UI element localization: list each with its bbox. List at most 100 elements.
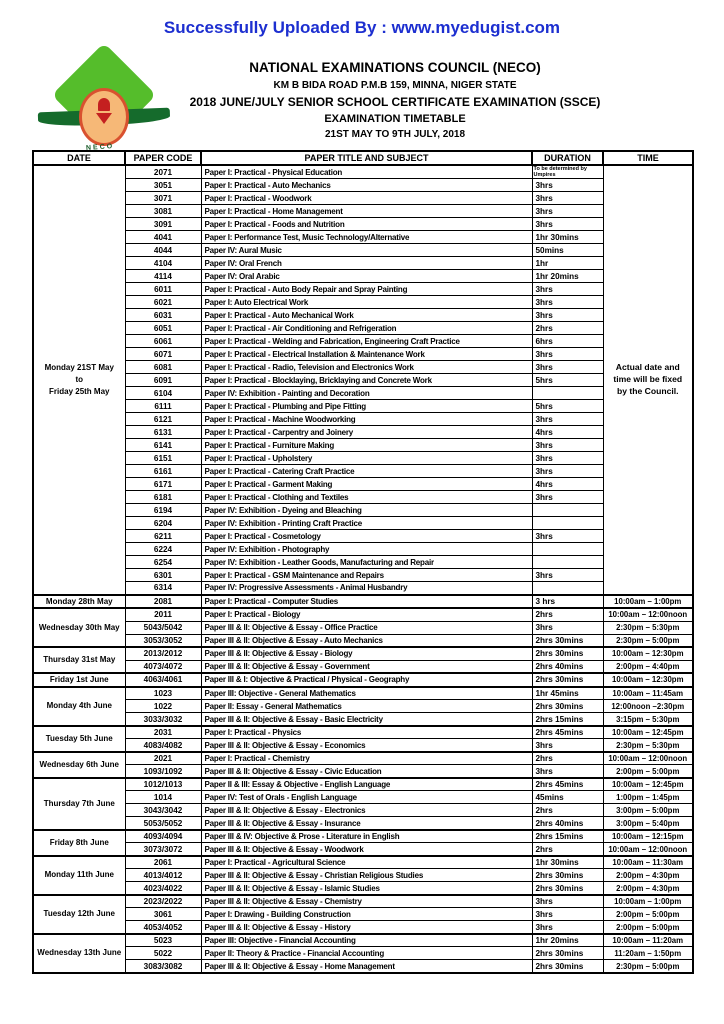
table-row: 3043/3042 Paper III & II: Objective & Ess… <box>33 803 694 818</box>
date-cell: Monday 4th June <box>32 685 126 727</box>
table-row: 3033/3032 Paper III & II: Objective & Ess… <box>33 712 694 727</box>
paper-title-cell: Paper I: Practical - Agricultural Scienc… <box>200 854 533 870</box>
date-cell: Friday 1st June <box>32 672 126 688</box>
paper-code-cell: 6301 <box>124 568 202 583</box>
paper-title-cell: Paper III & IV: Objective & Prose - Lite… <box>200 828 533 844</box>
duration-cell: 2hrs 45mins <box>531 724 604 740</box>
time-note-cell: Actual date and time will be fixed by th… <box>602 164 694 596</box>
paper-title-cell: Paper III: Objective - General Mathemati… <box>200 685 533 701</box>
paper-code-cell: 2023/2022 <box>124 893 202 909</box>
paper-title-cell: Paper I: Practical - Blocklaying, Brickl… <box>200 373 533 388</box>
duration-cell <box>531 555 604 570</box>
date-cell: Monday 11th June <box>32 854 126 896</box>
paper-code-cell: 1022 <box>124 699 202 714</box>
table-row: 6224 Paper IV: Exhibition - Photography <box>33 542 693 557</box>
paper-code-cell: 4073/4072 <box>124 659 202 674</box>
logo-eagle-icon <box>96 113 112 124</box>
paper-code-cell: 6121 <box>124 412 202 427</box>
timetable-title: EXAMINATION TIMETABLE <box>324 113 466 125</box>
paper-title-cell: Paper III & II: Objective & Essay - Auto… <box>200 633 533 648</box>
paper-title-cell: Paper I: Practical - Cosmetology <box>200 529 533 544</box>
paper-title-cell: Paper I: Practical - Machine Woodworking <box>200 412 533 427</box>
table-row: 6194 Paper IV: Exhibition - Dyeing and Bl… <box>33 503 693 518</box>
paper-title-cell: Paper I: Auto Electrical Work <box>200 295 533 310</box>
paper-code-cell: 6111 <box>124 399 202 414</box>
paper-code-cell: 6011 <box>124 282 202 297</box>
paper-title-cell: Paper III & II: Objective & Essay - Econ… <box>200 738 533 753</box>
paper-title-cell: Paper I: Practical - Physical Education <box>200 164 533 180</box>
duration-cell: 2hrs 30mins <box>531 946 604 961</box>
paper-title-cell: Paper IV: Exhibition - Printing Craft Pr… <box>200 516 533 531</box>
table-row: 1014 Paper IV: Test of Orals - English La… <box>33 790 694 805</box>
table-row: 4023/4022 Paper III & II: Objective & Ess… <box>33 881 694 896</box>
table-row: 4083/4082 Paper III & II: Objective & Ess… <box>33 738 694 753</box>
duration-cell: 3hrs <box>531 204 604 219</box>
timetable: DATE PAPER CODE PAPER TITLE AND SUBJECT DUR… <box>32 150 694 974</box>
paper-code-cell: 6021 <box>124 295 202 310</box>
paper-title-cell: Paper III & I: Objective & Practical / P… <box>200 672 533 688</box>
table-row: 4104 Paper IV: Oral French 1hr <box>33 256 693 271</box>
upload-credit-text: Successfully Uploaded By : www.myedugist… <box>163 18 561 37</box>
paper-code-cell: 1012/1013 <box>124 776 202 792</box>
exam-period: 21ST MAY TO 9TH JULY, 2018 <box>324 129 466 140</box>
table-row: Monday 11th June 2061 Paper I: Practical -… <box>32 854 694 896</box>
paper-code-cell: 6104 <box>124 386 202 401</box>
table-row: 1093/1092 Paper III & II: Objective & Ess… <box>33 764 694 779</box>
time-cell: 1:00pm – 1:45pm <box>602 790 694 805</box>
table-row: 3053/3052 Paper III & II: Objective & Ess… <box>33 633 694 648</box>
duration-cell: 3hrs <box>531 764 604 779</box>
table-row: 6091 Paper I: Practical - Blocklaying, Br… <box>33 373 693 388</box>
duration-cell: 5hrs <box>531 373 604 388</box>
paper-code-cell: 3083/3082 <box>124 959 202 974</box>
table-row: 3081 Paper I: Practical - Home Management… <box>33 204 693 219</box>
duration-cell: 2hrs 30mins <box>531 633 604 648</box>
table-row: 3083/3082 Paper III & II: Objective & Ess… <box>33 959 694 974</box>
paper-code-cell: 2011 <box>124 607 202 622</box>
paper-code-cell: 6071 <box>124 347 202 362</box>
header-row: DATE PAPER CODE PAPER TITLE AND SUBJECT DUR… <box>32 150 694 166</box>
date-cell: Monday 21ST May to Friday 25th May <box>32 164 126 596</box>
paper-title-cell: Paper I: Practical - Catering Craft Prac… <box>200 464 533 479</box>
paper-title-cell: Paper III & II: Objective & Essay - Biol… <box>200 646 533 661</box>
paper-code-cell: 6254 <box>124 555 202 570</box>
paper-code-cell: 6031 <box>124 308 202 323</box>
paper-code-cell: 6194 <box>124 503 202 518</box>
table-row: 6254 Paper IV: Exhibition - Leather Goods… <box>33 555 693 570</box>
table-row: Friday 8th June 4093/4094 Paper III & IV: … <box>32 828 694 857</box>
date-cell: Wednesday 30th May <box>32 607 126 648</box>
paper-title-cell: Paper I: Practical - Radio, Television a… <box>200 360 533 375</box>
paper-title-cell: Paper I: Practical - Biology <box>200 607 533 622</box>
paper-title-cell: Paper I: Practical - Computer Studies <box>200 593 533 609</box>
duration-cell: 3hrs <box>531 412 604 427</box>
paper-title-cell: Paper IV: Exhibition - Dyeing and Bleach… <box>200 503 533 518</box>
duration-cell: 3hrs <box>531 920 604 935</box>
time-cell: 2:30pm – 5:00pm <box>602 633 694 648</box>
table-row: Wednesday 13th June 5023 Paper III: Object… <box>32 932 694 974</box>
duration-cell: 4hrs <box>531 477 604 492</box>
table-row: 6204 Paper IV: Exhibition - Printing Craf… <box>33 516 693 531</box>
paper-title-cell: Paper IV: Progressive Assessments - Anim… <box>200 581 533 596</box>
table-row: 6131 Paper I: Practical - Carpentry and J… <box>33 425 693 440</box>
paper-title-cell: Paper I: Practical - Auto Mechanical Wor… <box>200 308 533 323</box>
table-row: 5022 Paper II: Theory & Practice - Financ… <box>33 946 694 961</box>
paper-title-cell: Paper III & II: Objective & Essay - Basi… <box>200 712 533 727</box>
duration-cell: 2hrs <box>531 842 604 857</box>
logo-torch-icon <box>98 98 110 111</box>
time-cell: 10:00am – 12:00noon <box>602 842 694 857</box>
table-row: Monday 4th June 1023 Paper III: Objective … <box>32 685 694 727</box>
duration-cell: 1hr 30mins <box>531 230 604 245</box>
paper-title-cell: Paper I: Practical - Plumbing and Pipe F… <box>200 399 533 414</box>
duration-cell: 1hr 20mins <box>531 269 604 284</box>
table-row: 6071 Paper I: Practical - Electrical Inst… <box>33 347 693 362</box>
time-cell: 2:00pm – 4:30pm <box>602 881 694 896</box>
paper-title-cell: Paper I: Practical - Auto Body Repair an… <box>200 282 533 297</box>
column-header-duration: DURATION <box>531 150 604 166</box>
time-cell: 3:15pm – 5:30pm <box>602 712 694 727</box>
duration-cell: 50mins <box>531 243 604 258</box>
paper-code-cell: 6141 <box>124 438 202 453</box>
time-cell: 12:00noon –2:30pm <box>602 699 694 714</box>
paper-title-cell: Paper I: Practical - Chemistry <box>200 750 533 766</box>
table-row: 4073/4072 Paper III & II: Objective & Ess… <box>33 659 694 674</box>
table-row: Wednesday 30th May 2011 Paper I: Practical… <box>32 607 694 648</box>
duration-cell: 3hrs <box>531 282 604 297</box>
